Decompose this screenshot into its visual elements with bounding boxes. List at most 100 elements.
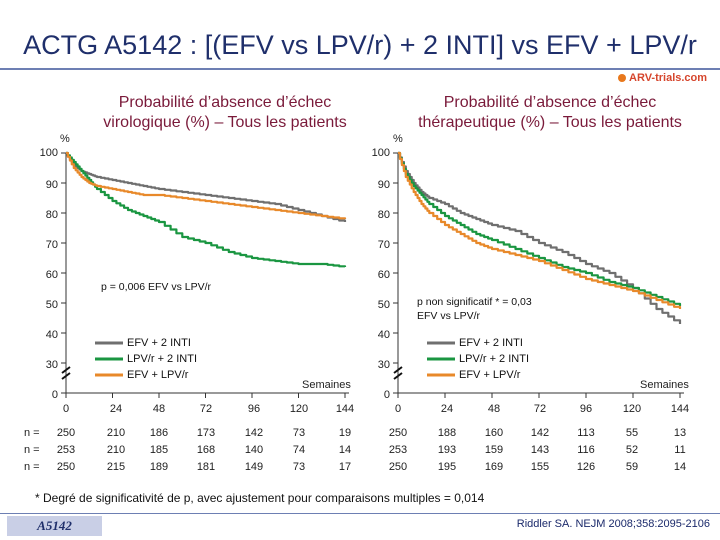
page-title: ACTG A5142 : [(EFV vs LPV/r) + 2 INTI] v… (23, 30, 697, 60)
study-badge: A5142 (7, 516, 102, 536)
right-xlabel: Semaines (640, 379, 689, 391)
n-cell: 188 (437, 427, 457, 439)
n-cell: 142 (244, 427, 264, 439)
left-p-annotation: p = 0,006 EFV vs LPV/r (101, 281, 212, 293)
left-xtick: 48 (152, 403, 166, 415)
right-xtick: 96 (579, 403, 593, 415)
left-xtick: 24 (109, 403, 123, 415)
title-divider (0, 68, 720, 70)
left-xtick: 0 (62, 403, 70, 415)
right-p-annotation: p non significatif * = 0,03 (417, 296, 532, 308)
right-xtick: 24 (440, 403, 454, 415)
right-legend-label-combo: EFV + LPV/r (459, 369, 521, 381)
n-cell: 13 (673, 427, 687, 439)
left-ytick: 0 (51, 389, 58, 401)
n-cell: 250 (388, 461, 408, 473)
right-ytick: 80 (377, 209, 390, 221)
n-cell: 195 (437, 461, 457, 473)
n-cell: 250 (56, 461, 76, 473)
right-xtick: 120 (622, 403, 642, 415)
left-y-unit: % (60, 133, 70, 145)
n-row-label: n = (24, 427, 40, 439)
right-xtick: 144 (670, 403, 690, 415)
left-title-line1: Probabilité d’absence d’échec (118, 94, 332, 111)
n-cell: 169 (484, 461, 504, 473)
right-ytick: 60 (377, 269, 390, 281)
n-cell: 160 (484, 427, 504, 439)
right-legend-label-efv: EFV + 2 INTI (459, 337, 523, 349)
right-ytick: 90 (377, 179, 390, 191)
right-ytick: 50 (377, 299, 390, 311)
n-cell: 11 (674, 444, 686, 456)
right-ytick: 30 (377, 359, 390, 371)
n-cell: 189 (149, 461, 169, 473)
left-legend-label-lpv: LPV/r + 2 INTI (127, 353, 197, 365)
n-cell: 173 (196, 427, 216, 439)
right-xtick: 72 (533, 403, 547, 415)
right-p-annotation-sub: EFV vs LPV/r (417, 310, 481, 322)
left-ytick: 100 (39, 147, 58, 159)
logo: ARV-trials.com (618, 72, 707, 84)
n-cell: 52 (625, 444, 639, 456)
right-series-efv (398, 151, 682, 324)
n-cell: 143 (530, 444, 550, 456)
left-ytick: 50 (45, 299, 58, 311)
logo-text: ARV-trials.com (629, 72, 708, 84)
logo-icon (618, 74, 626, 82)
n-cell: 59 (625, 461, 639, 473)
n-cell: 14 (673, 461, 687, 473)
left-panel-title: Probabilité d’absence d’échec virologiqu… (60, 93, 390, 133)
n-cell: 215 (106, 461, 126, 473)
right-y-unit: % (393, 133, 403, 145)
left-xlabel: Semaines (302, 379, 351, 391)
n-cell: 193 (437, 444, 457, 456)
left-axis-break (61, 366, 71, 380)
right-series-combo (398, 151, 682, 309)
left-title-line2: virologique (%) – Tous les patients (103, 114, 347, 131)
n-cell: 17 (338, 461, 352, 473)
left-ytick: 40 (45, 329, 58, 341)
n-row-label: n = (24, 444, 40, 456)
right-ytick: 0 (383, 389, 390, 401)
n-cell: 55 (625, 427, 639, 439)
left-ytick: 80 (45, 209, 58, 221)
right-ytick: 70 (377, 239, 390, 251)
n-cell: 155 (530, 461, 550, 473)
left-ytick: 90 (45, 179, 58, 191)
n-cell: 74 (292, 444, 306, 456)
bottom-divider (0, 513, 720, 514)
n-cell: 113 (577, 427, 595, 439)
right-series-lpv (398, 151, 682, 306)
n-cell: 116 (577, 444, 595, 456)
footnote: * Degré de significativité de p, avec aj… (35, 491, 485, 505)
left-xtick: 144 (335, 403, 355, 415)
n-cell: 142 (530, 427, 550, 439)
n-cell: 186 (149, 427, 169, 439)
left-xtick: 72 (199, 403, 213, 415)
n-cell: 181 (196, 461, 216, 473)
n-cell: 168 (196, 444, 216, 456)
n-cell: 253 (388, 444, 408, 456)
right-ytick: 40 (377, 329, 390, 341)
n-cell: 73 (292, 427, 306, 439)
right-xtick: 0 (394, 403, 402, 415)
n-cell: 149 (244, 461, 264, 473)
n-cell: 185 (149, 444, 169, 456)
left-series-efv (66, 151, 347, 222)
left-series-combo (66, 151, 347, 220)
left-ytick: 70 (45, 239, 58, 251)
n-cell: 210 (106, 444, 126, 456)
n-cell: 159 (484, 444, 504, 456)
n-cell: 140 (244, 444, 264, 456)
n-cell: 126 (576, 461, 596, 473)
n-cell: 250 (388, 427, 408, 439)
reference: Riddler SA. NEJM 2008;358:2095-2106 (516, 518, 710, 530)
n-cell: 210 (106, 427, 126, 439)
left-ytick: 60 (45, 269, 58, 281)
right-title-line1: Probabilité d’absence d’échec (443, 94, 657, 111)
n-cell: 19 (338, 427, 352, 439)
left-xtick: 96 (247, 403, 261, 415)
right-ytick: 100 (371, 147, 390, 159)
right-axis-break (393, 366, 403, 380)
